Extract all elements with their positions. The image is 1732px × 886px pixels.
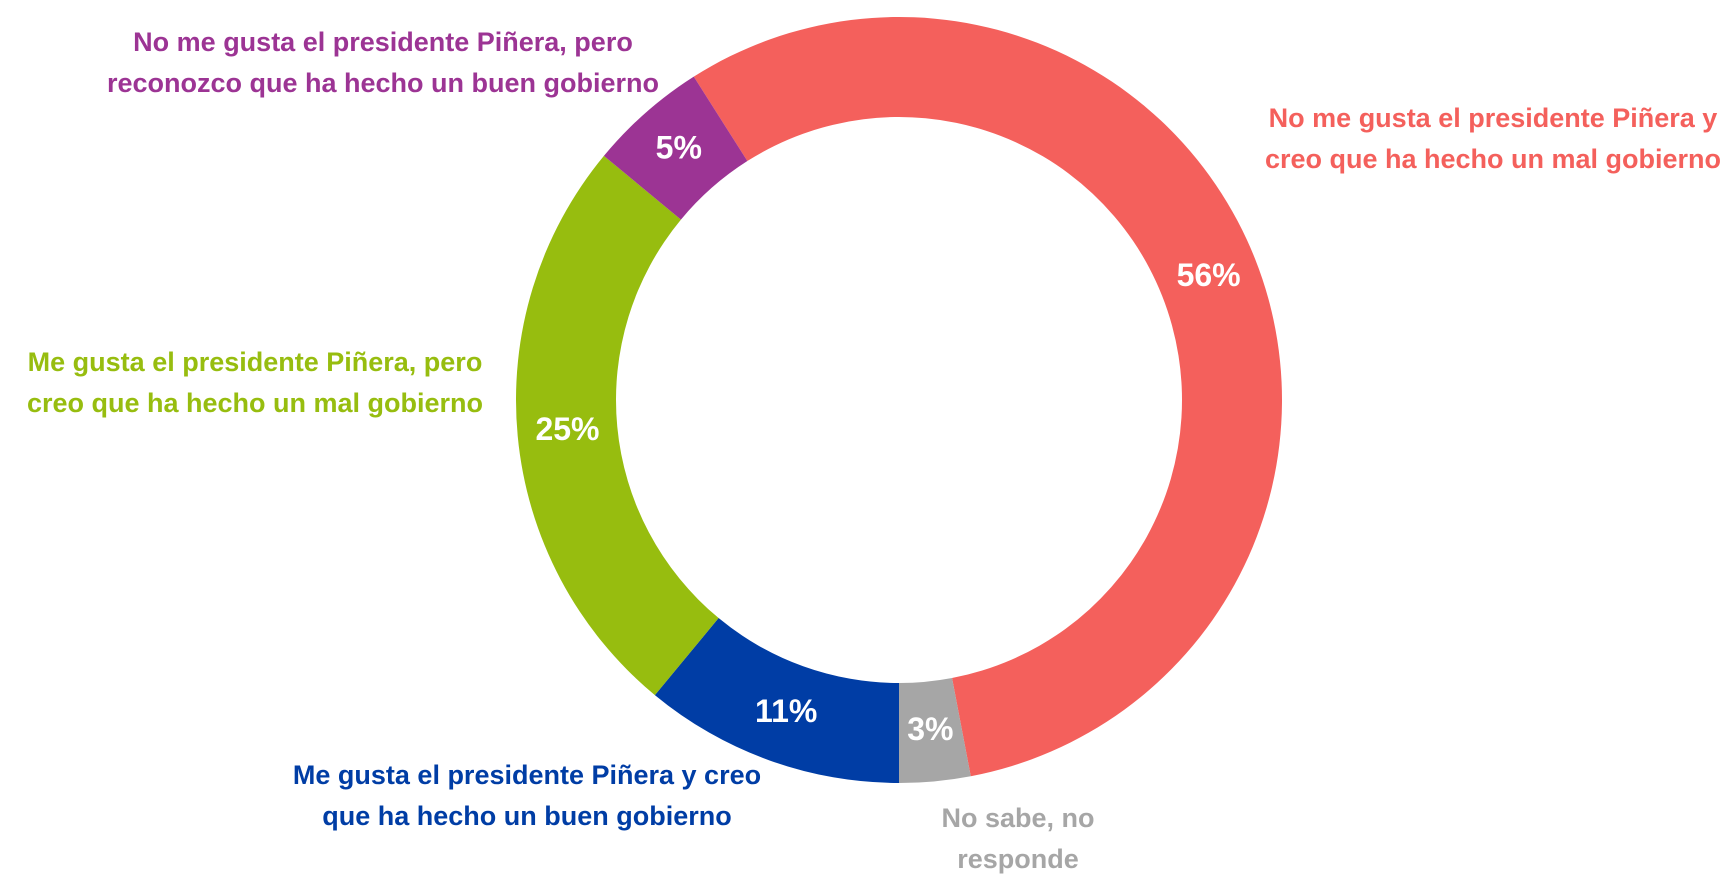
donut-segment [516,155,719,696]
category-label: No sabe, no responde [941,803,1095,874]
category-label: Me gusta el presidente Piñera, pero creo… [26,347,484,418]
value-label: 11% [755,693,817,729]
value-label: 25% [535,411,599,447]
category-label: Me gusta el presidente Piñera y creo que… [292,760,762,831]
donut-segment [693,16,1282,777]
value-label: 5% [656,130,702,166]
value-label: 3% [907,711,953,747]
value-label: 56% [1177,257,1241,293]
donut-segment [899,677,971,783]
donut-segment [654,618,899,783]
category-label: No me gusta el presidente Piñera, pero r… [106,27,660,98]
category-label: No me gusta el presidente Piñera y creo … [1264,103,1722,174]
donut-segment [603,76,748,220]
